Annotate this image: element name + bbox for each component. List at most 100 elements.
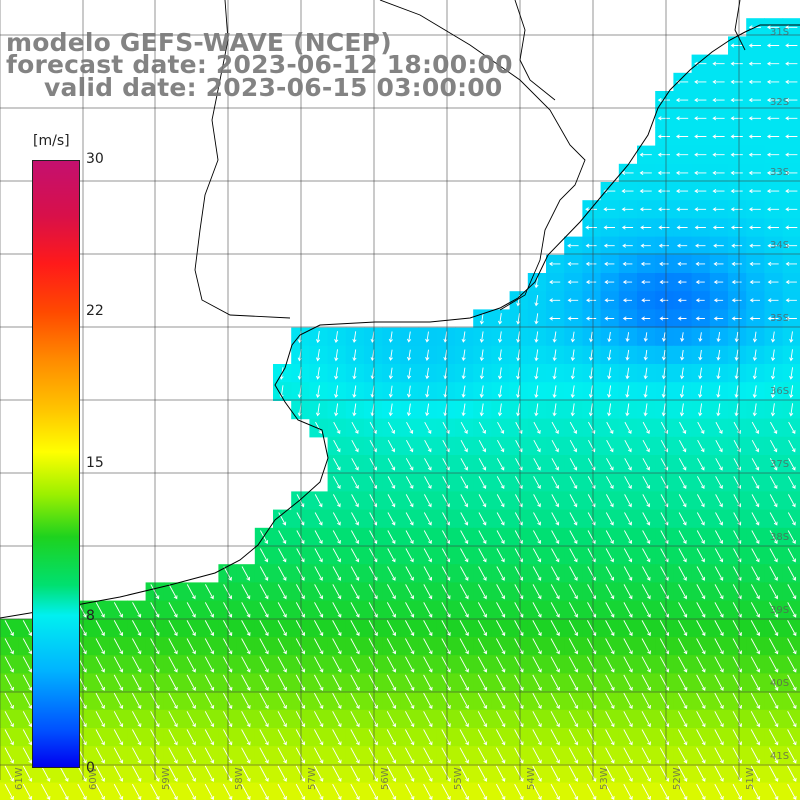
wind-arrow bbox=[750, 729, 761, 746]
wind-arrow bbox=[769, 765, 779, 782]
wind-arrow bbox=[659, 316, 669, 321]
wind-arrow bbox=[639, 207, 652, 212]
lon-label: 55W bbox=[453, 767, 464, 790]
lon-label: 54W bbox=[526, 767, 537, 790]
wind-arrow bbox=[477, 747, 488, 764]
wind-arrow bbox=[406, 385, 412, 398]
wind-arrow bbox=[334, 403, 339, 417]
wind-arrow bbox=[641, 584, 651, 600]
wind-arrow bbox=[168, 602, 178, 618]
wind-arrow bbox=[570, 367, 575, 380]
wind-arrow bbox=[750, 747, 761, 764]
wind-arrow bbox=[607, 367, 612, 380]
wind-arrow bbox=[751, 476, 760, 490]
wind-arrow bbox=[551, 548, 560, 563]
wind-arrow bbox=[314, 783, 324, 800]
wind-arrow bbox=[585, 243, 597, 248]
lat-label: 35S bbox=[770, 313, 790, 324]
wind-arrow bbox=[624, 439, 632, 453]
wind-arrow bbox=[677, 316, 687, 321]
wind-arrow bbox=[785, 207, 798, 212]
wind-arrow bbox=[386, 729, 397, 746]
lon-label: 58W bbox=[234, 767, 245, 790]
colorbar-tick-8: 8 bbox=[86, 608, 95, 624]
wind-arrow bbox=[642, 439, 650, 453]
wind-arrow bbox=[277, 692, 287, 710]
wind-arrow bbox=[277, 656, 287, 673]
wind-arrow bbox=[277, 783, 287, 800]
wind-arrow bbox=[712, 116, 725, 121]
wind-arrow bbox=[550, 656, 560, 673]
wind-arrow bbox=[333, 421, 341, 435]
wind-arrow bbox=[477, 620, 488, 637]
wind-arrow bbox=[607, 349, 612, 361]
wind-arrow bbox=[496, 747, 506, 764]
wind-arrow bbox=[497, 349, 503, 362]
wind-arrow bbox=[767, 225, 779, 230]
wind-arrow bbox=[259, 783, 269, 800]
wind-arrow bbox=[769, 602, 779, 618]
wind-arrow bbox=[168, 620, 178, 637]
wind-arrow bbox=[606, 439, 614, 453]
wind-arrow bbox=[441, 765, 451, 782]
wind-arrow bbox=[387, 548, 396, 563]
wind-arrow bbox=[441, 566, 451, 581]
wind-arrow bbox=[623, 692, 633, 710]
wind-arrow bbox=[334, 367, 339, 380]
wind-arrow bbox=[460, 566, 469, 581]
wind-arrow bbox=[441, 584, 451, 600]
wind-arrow bbox=[750, 674, 761, 691]
wind-cell bbox=[527, 782, 547, 800]
wind-arrow bbox=[95, 783, 105, 800]
wind-arrow bbox=[750, 602, 760, 618]
wind-arrow bbox=[168, 729, 178, 746]
wind-arrow bbox=[568, 729, 579, 746]
wind-arrow bbox=[552, 331, 557, 343]
wind-arrow bbox=[259, 747, 269, 764]
wind-arrow bbox=[333, 476, 341, 490]
lon-label: 51W bbox=[745, 767, 756, 790]
wind-arrow bbox=[295, 765, 306, 782]
wind-arrow bbox=[585, 316, 597, 321]
colorbar bbox=[32, 160, 80, 768]
wind-arrow bbox=[186, 656, 196, 673]
wind-arrow bbox=[623, 656, 633, 673]
wind-arrow bbox=[350, 620, 360, 637]
wind-arrow bbox=[625, 332, 630, 343]
coastline-path bbox=[0, 24, 800, 619]
wind-arrow bbox=[332, 674, 342, 691]
wind-arrow bbox=[534, 276, 539, 289]
wind-arrow bbox=[587, 765, 597, 782]
wind-cell bbox=[54, 782, 74, 800]
wind-cell bbox=[36, 782, 56, 800]
wind-arrow bbox=[698, 403, 703, 417]
wind-arrow bbox=[22, 747, 33, 764]
wind-arrow bbox=[698, 332, 703, 342]
wind-arrow bbox=[676, 189, 689, 194]
wind-arrow bbox=[259, 638, 269, 655]
wind-arrow bbox=[186, 729, 196, 746]
wind-arrow bbox=[532, 620, 542, 637]
wind-arrow bbox=[387, 512, 396, 526]
wind-arrow bbox=[678, 729, 688, 746]
wind-cell bbox=[618, 782, 638, 800]
wind-arrow bbox=[477, 638, 488, 655]
wind-arrow bbox=[533, 494, 541, 508]
wind-arrow bbox=[314, 494, 323, 508]
wind-arrow bbox=[568, 747, 579, 764]
wind-arrow bbox=[496, 584, 506, 600]
wind-arrow bbox=[441, 783, 451, 800]
wind-arrow bbox=[767, 243, 779, 248]
wind-arrow bbox=[351, 494, 359, 508]
wind-arrow bbox=[750, 620, 761, 637]
wind-arrow bbox=[259, 711, 269, 728]
wind-arrow bbox=[659, 638, 670, 655]
wind-arrow bbox=[387, 566, 396, 581]
wind-arrow bbox=[295, 638, 306, 655]
wind-arrow bbox=[750, 711, 761, 728]
border-path bbox=[734, 0, 746, 51]
wind-arrow bbox=[750, 765, 761, 782]
wind-cell bbox=[309, 782, 329, 800]
wind-speed-field bbox=[0, 18, 800, 800]
wind-arrow bbox=[661, 367, 666, 380]
